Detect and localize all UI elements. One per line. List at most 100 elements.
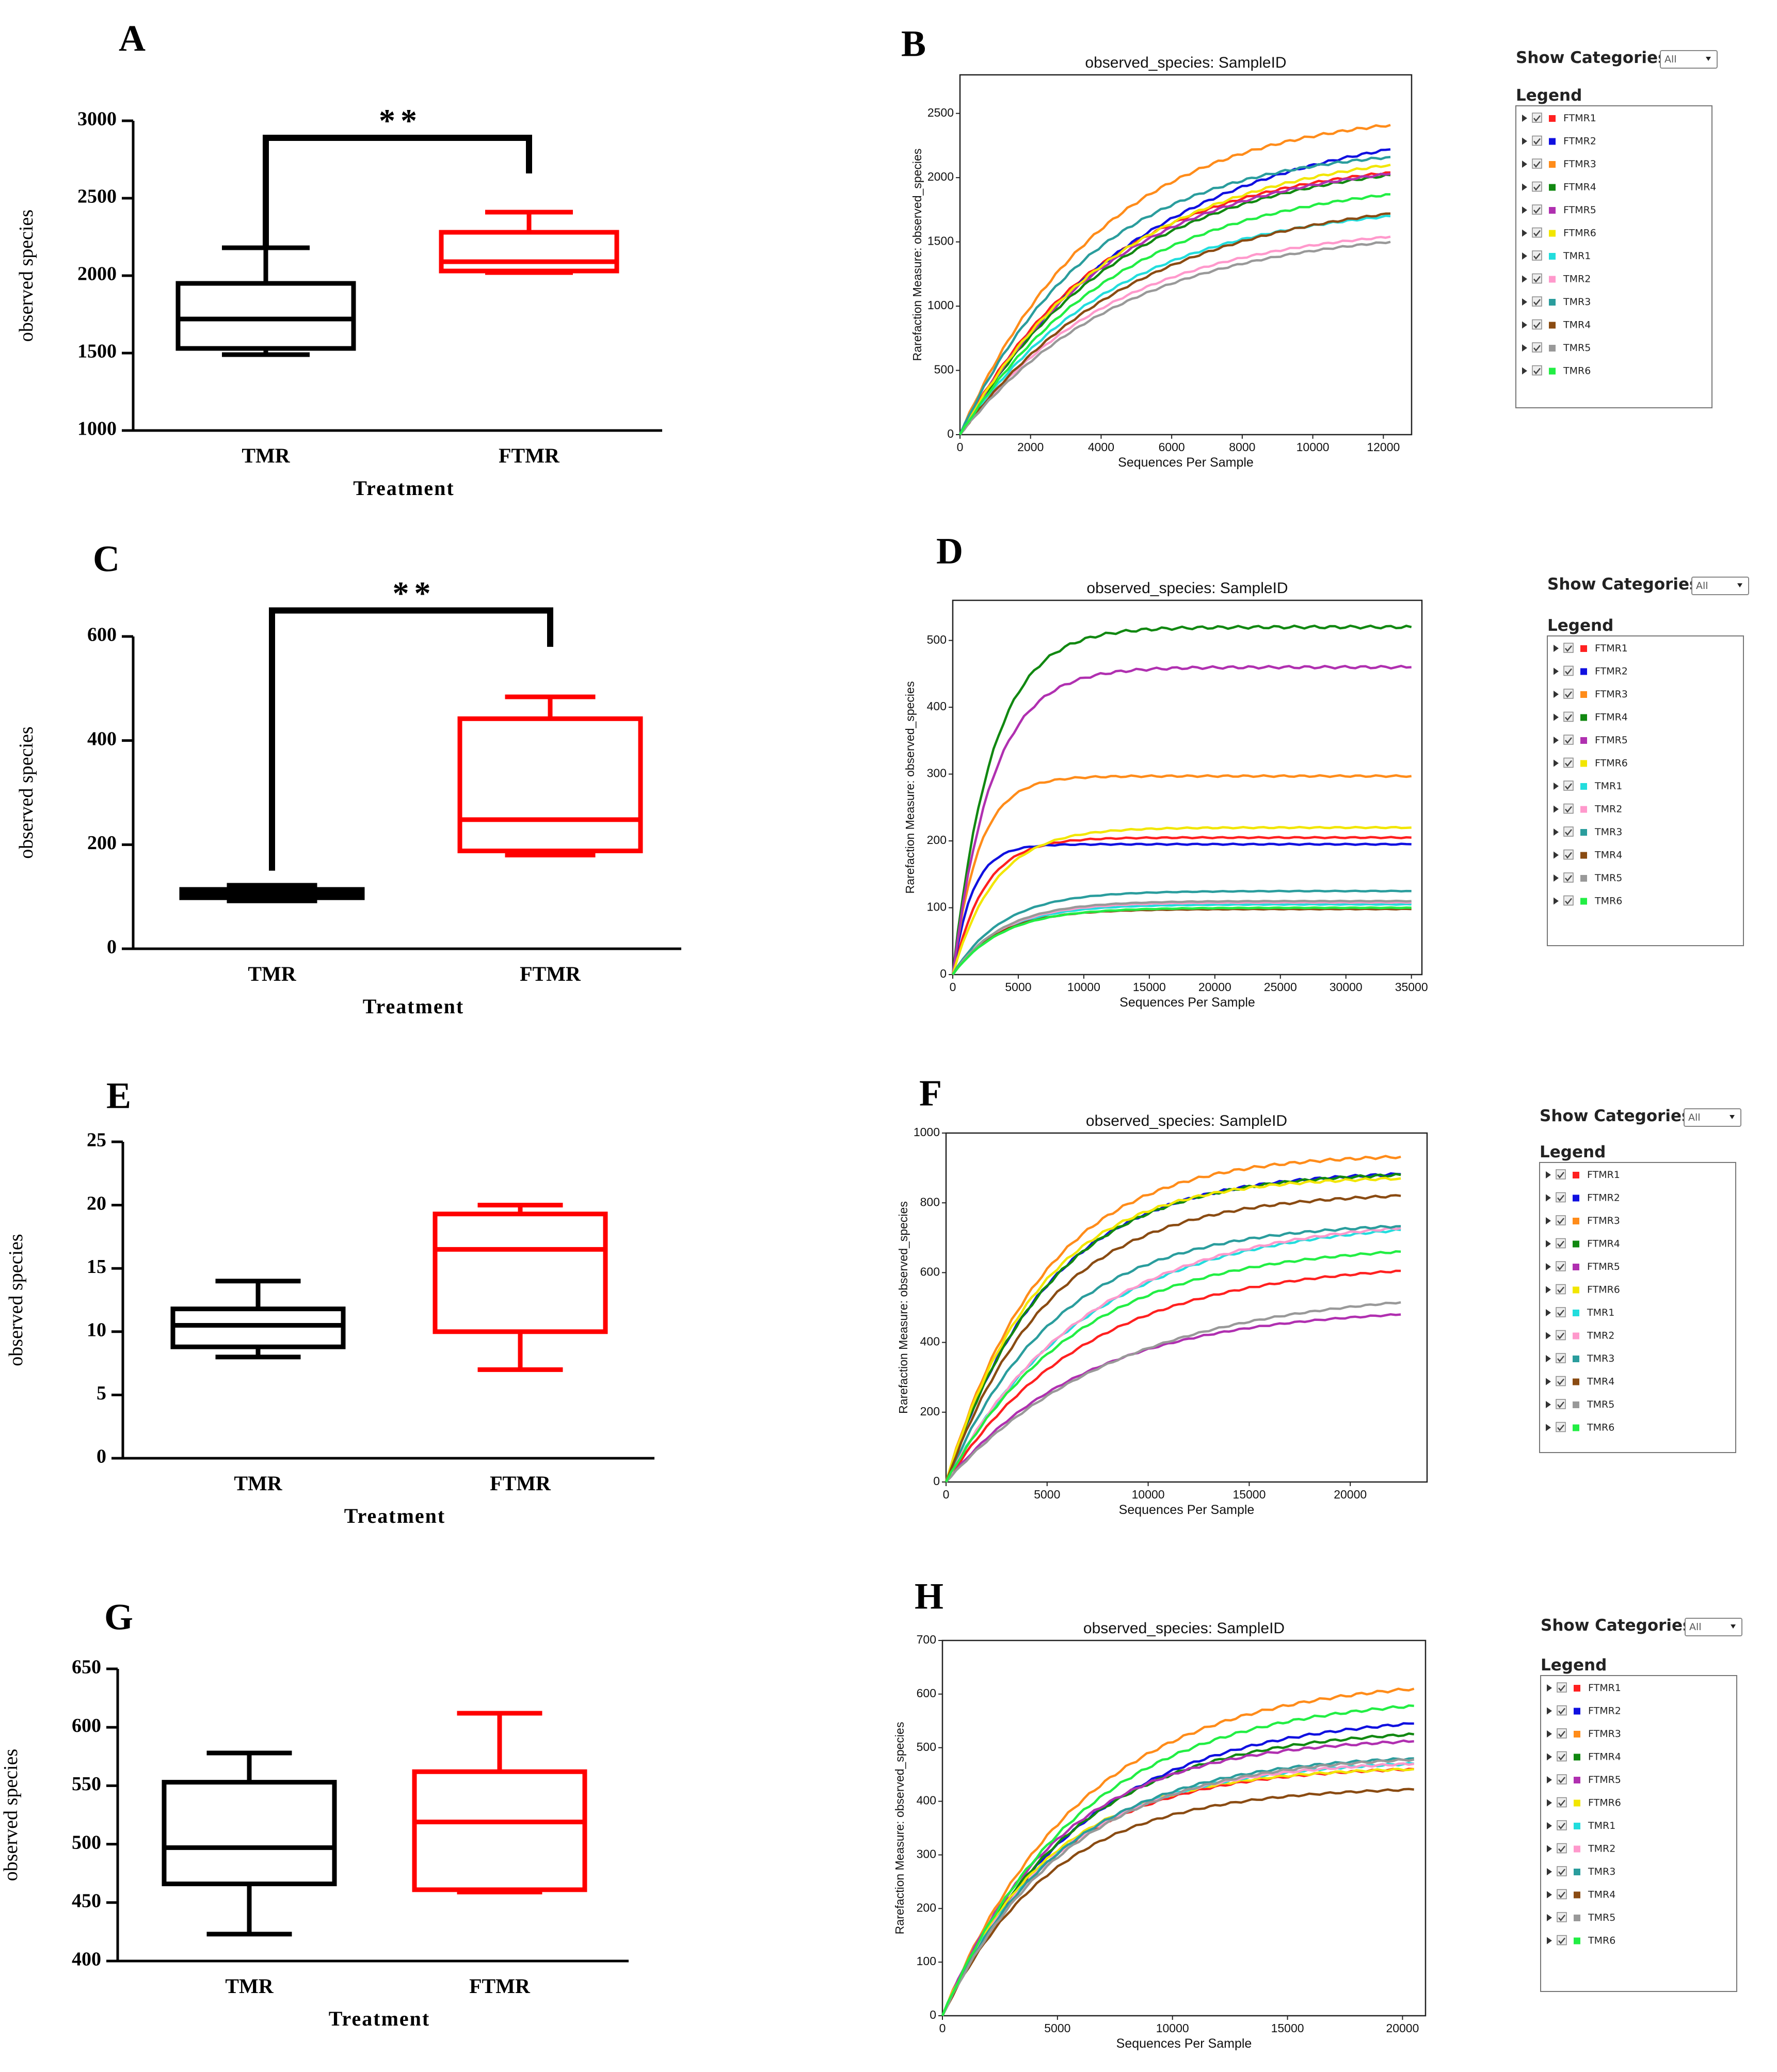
expand-arrow-icon[interactable] — [1554, 783, 1559, 790]
legend-checkbox[interactable] — [1556, 1192, 1566, 1203]
expand-arrow-icon[interactable] — [1547, 1937, 1552, 1945]
legend-checkbox[interactable] — [1532, 273, 1542, 284]
expand-arrow-icon[interactable] — [1554, 759, 1559, 767]
legend-checkbox[interactable] — [1532, 181, 1542, 192]
expand-arrow-icon[interactable] — [1547, 1753, 1552, 1761]
expand-arrow-icon[interactable] — [1554, 828, 1559, 836]
expand-arrow-icon[interactable] — [1522, 298, 1527, 306]
legend-checkbox[interactable] — [1557, 1912, 1567, 1922]
expand-arrow-icon[interactable] — [1546, 1309, 1551, 1316]
show-categories-select[interactable] — [1684, 1108, 1741, 1127]
legend-checkbox[interactable] — [1563, 849, 1574, 860]
legend-checkbox[interactable] — [1532, 204, 1542, 215]
legend-checkbox[interactable] — [1532, 227, 1542, 238]
show-categories-select[interactable] — [1685, 1618, 1742, 1636]
expand-arrow-icon[interactable] — [1554, 645, 1559, 652]
expand-arrow-icon[interactable] — [1554, 667, 1559, 675]
expand-arrow-icon[interactable] — [1522, 367, 1527, 375]
expand-arrow-icon[interactable] — [1546, 1171, 1551, 1178]
legend-checkbox[interactable] — [1532, 296, 1542, 307]
legend-checkbox[interactable] — [1563, 872, 1574, 883]
expand-arrow-icon[interactable] — [1546, 1401, 1551, 1408]
expand-arrow-icon[interactable] — [1522, 229, 1527, 237]
legend-checkbox[interactable] — [1563, 803, 1574, 814]
expand-arrow-icon[interactable] — [1546, 1286, 1551, 1294]
legend-checkbox[interactable] — [1556, 1238, 1566, 1249]
show-categories-select[interactable] — [1691, 577, 1749, 595]
legend-checkbox[interactable] — [1563, 895, 1574, 906]
expand-arrow-icon[interactable] — [1522, 183, 1527, 191]
expand-arrow-icon[interactable] — [1546, 1378, 1551, 1385]
legend-checkbox[interactable] — [1556, 1376, 1566, 1386]
expand-arrow-icon[interactable] — [1522, 137, 1527, 145]
expand-arrow-icon[interactable] — [1546, 1217, 1551, 1224]
legend-checkbox[interactable] — [1557, 1774, 1567, 1784]
legend-checkbox[interactable] — [1557, 1751, 1567, 1762]
legend-checkbox[interactable] — [1556, 1215, 1566, 1225]
expand-arrow-icon[interactable] — [1554, 713, 1559, 721]
legend-checkbox[interactable] — [1532, 158, 1542, 169]
expand-arrow-icon[interactable] — [1522, 252, 1527, 260]
expand-arrow-icon[interactable] — [1554, 897, 1559, 905]
legend-checkbox[interactable] — [1563, 665, 1574, 676]
expand-arrow-icon[interactable] — [1554, 691, 1559, 698]
expand-arrow-icon[interactable] — [1546, 1263, 1551, 1270]
legend-checkbox[interactable] — [1557, 1889, 1567, 1900]
legend-checkbox[interactable] — [1532, 250, 1542, 261]
expand-arrow-icon[interactable] — [1546, 1332, 1551, 1340]
expand-arrow-icon[interactable] — [1547, 1914, 1552, 1921]
expand-arrow-icon[interactable] — [1546, 1194, 1551, 1202]
legend-checkbox[interactable] — [1556, 1284, 1566, 1295]
expand-arrow-icon[interactable] — [1522, 206, 1527, 214]
legend-checkbox[interactable] — [1563, 780, 1574, 791]
legend-checkbox[interactable] — [1557, 1866, 1567, 1876]
legend-checkbox[interactable] — [1563, 826, 1574, 837]
expand-arrow-icon[interactable] — [1522, 275, 1527, 283]
expand-arrow-icon[interactable] — [1547, 1845, 1552, 1853]
legend-checkbox[interactable] — [1556, 1261, 1566, 1271]
legend-checkbox[interactable] — [1557, 1820, 1567, 1830]
expand-arrow-icon[interactable] — [1546, 1424, 1551, 1431]
legend-checkbox[interactable] — [1556, 1399, 1566, 1409]
legend-checkbox[interactable] — [1556, 1330, 1566, 1341]
show-categories-select[interactable] — [1660, 50, 1718, 69]
expand-arrow-icon[interactable] — [1554, 737, 1559, 744]
expand-arrow-icon[interactable] — [1554, 874, 1559, 882]
expand-arrow-icon[interactable] — [1546, 1240, 1551, 1248]
expand-arrow-icon[interactable] — [1547, 1707, 1552, 1715]
legend-checkbox[interactable] — [1557, 1797, 1567, 1808]
legend-checkbox[interactable] — [1532, 342, 1542, 353]
expand-arrow-icon[interactable] — [1554, 805, 1559, 813]
expand-arrow-icon[interactable] — [1547, 1868, 1552, 1875]
expand-arrow-icon[interactable] — [1546, 1355, 1551, 1362]
legend-checkbox[interactable] — [1563, 757, 1574, 768]
legend-checkbox[interactable] — [1557, 1935, 1567, 1946]
expand-arrow-icon[interactable] — [1547, 1799, 1552, 1807]
legend-checkbox[interactable] — [1556, 1307, 1566, 1317]
legend-checkbox[interactable] — [1563, 711, 1574, 722]
expand-arrow-icon[interactable] — [1522, 161, 1527, 168]
expand-arrow-icon[interactable] — [1522, 321, 1527, 329]
legend-checkbox[interactable] — [1557, 1705, 1567, 1716]
legend-checkbox[interactable] — [1563, 643, 1574, 653]
expand-arrow-icon[interactable] — [1547, 1684, 1552, 1692]
legend-checkbox[interactable] — [1557, 1682, 1567, 1693]
legend-checkbox[interactable] — [1563, 735, 1574, 745]
legend-checkbox[interactable] — [1557, 1843, 1567, 1854]
expand-arrow-icon[interactable] — [1547, 1776, 1552, 1783]
expand-arrow-icon[interactable] — [1522, 344, 1527, 352]
legend-checkbox[interactable] — [1556, 1169, 1566, 1180]
legend-checkbox[interactable] — [1532, 135, 1542, 146]
legend-checkbox[interactable] — [1532, 365, 1542, 376]
expand-arrow-icon[interactable] — [1522, 115, 1527, 122]
legend-checkbox[interactable] — [1532, 113, 1542, 123]
expand-arrow-icon[interactable] — [1547, 1822, 1552, 1829]
legend-checkbox[interactable] — [1532, 319, 1542, 330]
expand-arrow-icon[interactable] — [1554, 851, 1559, 859]
legend-checkbox[interactable] — [1556, 1353, 1566, 1363]
legend-checkbox[interactable] — [1563, 689, 1574, 699]
legend-checkbox[interactable] — [1556, 1422, 1566, 1432]
expand-arrow-icon[interactable] — [1547, 1730, 1552, 1738]
expand-arrow-icon[interactable] — [1547, 1891, 1552, 1899]
legend-checkbox[interactable] — [1557, 1728, 1567, 1739]
